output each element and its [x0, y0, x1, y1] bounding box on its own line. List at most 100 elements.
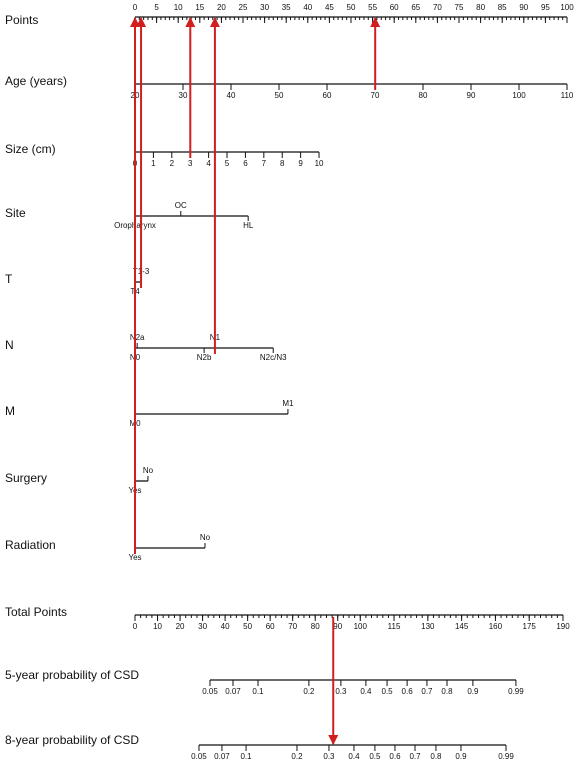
tick-label: 10: [315, 159, 324, 168]
tick-label: 0.8: [430, 752, 442, 761]
row-label: Surgery: [5, 471, 47, 485]
tick-label: 0.7: [421, 687, 433, 696]
tick-label: 0.9: [455, 752, 467, 761]
tick-label: 0.2: [291, 752, 303, 761]
tick-label: 1: [151, 159, 156, 168]
level-label: OC: [175, 201, 187, 210]
tick-label: 70: [288, 622, 297, 631]
row-label: 8-year probability of CSD: [5, 733, 139, 747]
row-label: Site: [5, 206, 26, 220]
tick-label: 100: [512, 91, 526, 100]
tick-label: 190: [556, 622, 570, 631]
level-label: No: [143, 466, 154, 475]
tick-label: 9: [298, 159, 303, 168]
tick-label: 115: [388, 622, 401, 631]
row-label: Age (years): [5, 74, 67, 88]
tick-label: 0.6: [402, 687, 414, 696]
row-label: M: [5, 404, 15, 418]
tick-label: 5: [225, 159, 230, 168]
level-label: Yes: [128, 553, 141, 562]
tick-label: 175: [523, 622, 537, 631]
row-label: Size (cm): [5, 142, 56, 156]
tick-label: 55: [368, 3, 377, 12]
row-label: 5-year probability of CSD: [5, 668, 139, 682]
tick-label: 60: [323, 91, 332, 100]
tick-label: 40: [227, 91, 236, 100]
tick-label: 7: [262, 159, 267, 168]
row-label: N: [5, 338, 14, 352]
tick-label: 0.4: [348, 752, 360, 761]
tick-label: 30: [198, 622, 207, 631]
tick-label: 20: [217, 3, 226, 12]
tick-label: 0.7: [409, 752, 421, 761]
tick-label: 20: [176, 622, 185, 631]
tick-label: 0: [133, 622, 138, 631]
tick-label: 80: [419, 91, 428, 100]
tick-label: 2: [170, 159, 175, 168]
tick-label: 35: [282, 3, 291, 12]
tick-label: 10: [174, 3, 183, 12]
tick-label: 80: [311, 622, 320, 631]
tick-label: 50: [347, 3, 356, 12]
tick-label: 40: [303, 3, 312, 12]
tick-label: 30: [179, 91, 188, 100]
row-label: Points: [5, 13, 38, 27]
level-label: M1: [282, 399, 294, 408]
tick-label: 90: [519, 3, 528, 12]
tick-label: 0.05: [202, 687, 218, 696]
tick-label: 80: [476, 3, 485, 12]
tick-label: 0.5: [382, 687, 394, 696]
tick-label: 0.1: [240, 752, 252, 761]
row-label: Radiation: [5, 538, 56, 552]
tick-label: 0.5: [369, 752, 381, 761]
tick-label: 0.07: [225, 687, 241, 696]
level-label: N2a: [130, 333, 145, 342]
level-label: No: [200, 533, 211, 542]
tick-label: 0.3: [323, 752, 335, 761]
tick-label: 100: [560, 3, 574, 12]
tick-label: 3: [188, 159, 193, 168]
level-label: N2c/N3: [260, 353, 287, 362]
tick-label: 0.3: [335, 687, 347, 696]
tick-label: 0.9: [467, 687, 479, 696]
tick-label: 95: [541, 3, 550, 12]
tick-label: 110: [561, 91, 574, 100]
row-label: T: [5, 272, 13, 286]
tick-label: 50: [275, 91, 284, 100]
tick-label: 40: [221, 622, 230, 631]
tick-label: 15: [195, 3, 204, 12]
tick-label: 5: [154, 3, 159, 12]
tick-label: 50: [243, 622, 252, 631]
tick-label: 6: [243, 159, 248, 168]
tick-label: 75: [455, 3, 464, 12]
tick-label: 0.4: [360, 687, 372, 696]
level-label: N2b: [197, 353, 212, 362]
tick-label: 90: [333, 622, 342, 631]
tick-label: 0.6: [389, 752, 401, 761]
tick-label: 160: [489, 622, 503, 631]
tick-label: 0.07: [214, 752, 230, 761]
tick-label: 0.99: [498, 752, 514, 761]
tick-label: 65: [411, 3, 420, 12]
tick-label: 0.8: [441, 687, 453, 696]
tick-label: 45: [325, 3, 334, 12]
tick-label: 4: [206, 159, 211, 168]
tick-label: 25: [239, 3, 248, 12]
tick-label: 8: [280, 159, 285, 168]
tick-label: 90: [467, 91, 476, 100]
tick-label: 60: [390, 3, 399, 12]
row-label: Total Points: [5, 605, 67, 619]
tick-label: 85: [498, 3, 507, 12]
tick-label: 100: [354, 622, 368, 631]
tick-label: 70: [433, 3, 442, 12]
tick-label: 70: [371, 91, 380, 100]
tick-label: 60: [266, 622, 275, 631]
level-label: HL: [243, 221, 254, 230]
tick-label: 145: [455, 622, 469, 631]
tick-label: 0.05: [191, 752, 207, 761]
tick-label: 0.99: [508, 687, 524, 696]
tick-label: 0.1: [252, 687, 264, 696]
tick-label: 10: [153, 622, 162, 631]
tick-label: 0.2: [303, 687, 315, 696]
